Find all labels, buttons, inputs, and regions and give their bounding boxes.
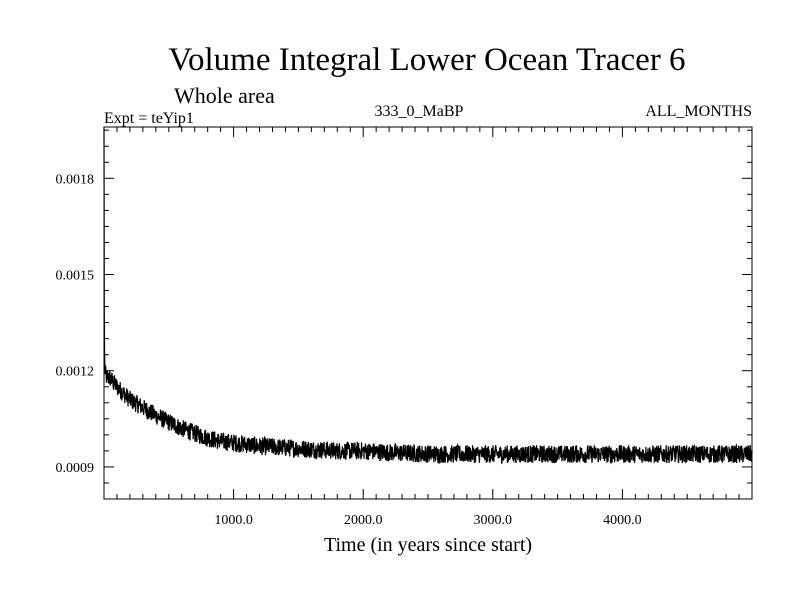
tick-labels: 1000.0 2000.0 3000.0 4000.0 0.0009 0.0012 0.00… [56,172,642,528]
period-label: 333_0_MaBP [375,103,464,120]
x-tick-label: 2000.0 [344,513,383,528]
x-tick-label: 1000.0 [214,513,253,528]
x-axis-label: Time (in years since start) [324,534,532,556]
chart-title: Volume Integral Lower Ocean Tracer 6 [168,42,685,78]
series-line [103,126,753,465]
x-tick-label: 3000.0 [474,513,513,528]
y-tick-label: 0.0012 [56,365,95,380]
y-tick-label: 0.0009 [56,461,95,476]
x-tick-label: 4000.0 [603,513,642,528]
chart-subtitle: Whole area [174,83,275,108]
series-layer [103,126,753,465]
months-label: ALL_MONTHS [645,103,752,120]
y-tick-label: 0.0015 [56,269,95,284]
experiment-label: Expt = teYip1 [104,110,194,127]
y-tick-label: 0.0018 [56,172,95,187]
